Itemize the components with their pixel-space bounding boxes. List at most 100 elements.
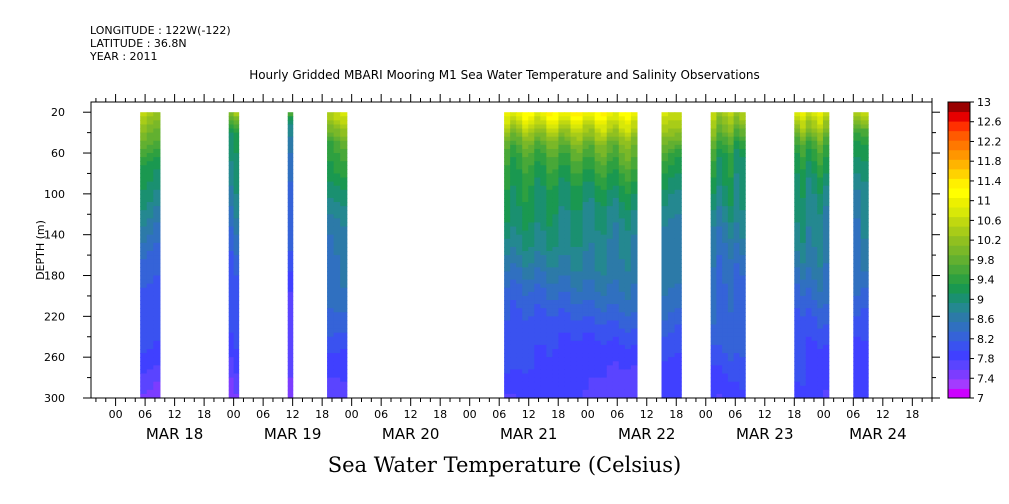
data-cell (228, 300, 235, 305)
data-cell (140, 124, 148, 130)
data-cell (727, 365, 735, 371)
data-cell (564, 251, 572, 256)
data-cell (516, 361, 523, 366)
data-cell (540, 255, 547, 260)
data-cell (674, 332, 682, 338)
data-cell (333, 275, 341, 281)
data-cell (504, 361, 511, 366)
data-cell (327, 238, 335, 244)
data-cell (140, 267, 148, 273)
data-cell (710, 353, 718, 358)
data-cell (606, 287, 614, 293)
data-cell (140, 189, 148, 195)
data-cell (822, 177, 830, 183)
data-cell (600, 271, 608, 277)
data-cell (327, 120, 335, 126)
data-cell (228, 353, 235, 358)
data-cell (600, 328, 608, 334)
data-cell (522, 161, 529, 166)
data-cell (510, 214, 517, 219)
data-cell (327, 255, 335, 260)
data-cell (600, 263, 608, 268)
data-cell (228, 324, 235, 330)
data-cell (822, 128, 830, 134)
data-cell (722, 153, 729, 158)
data-cell (733, 222, 740, 228)
data-cell (600, 116, 608, 121)
data-cell (716, 275, 723, 281)
data-cell (860, 267, 869, 273)
data-cell (722, 242, 729, 248)
data-cell (233, 222, 240, 228)
data-cell (794, 275, 801, 281)
data-cell (853, 336, 862, 342)
data-cell (727, 197, 735, 203)
data-cell (552, 169, 560, 175)
data-cell (733, 275, 740, 281)
data-cell (552, 193, 560, 199)
data-cell (600, 353, 608, 358)
data-cell (540, 177, 547, 183)
data-cell (576, 271, 584, 277)
data-cell (612, 185, 620, 191)
data-cell (630, 218, 638, 224)
data-cell (504, 234, 511, 240)
data-cell (817, 230, 824, 236)
data-cell (510, 259, 517, 264)
data-cell (800, 283, 807, 289)
data-cell (805, 112, 813, 117)
data-cell (327, 251, 335, 256)
data-cell (727, 324, 735, 330)
data-cell (594, 148, 602, 154)
data-cell (588, 181, 596, 187)
data-cell (516, 320, 523, 326)
data-cell (710, 283, 718, 289)
data-cell (674, 369, 682, 375)
data-cell (140, 259, 148, 264)
data-cell (233, 210, 240, 215)
data-cell (606, 349, 614, 354)
data-cell (716, 304, 723, 309)
data-cell (504, 128, 511, 134)
data-cell (612, 361, 620, 366)
data-cell (727, 361, 735, 366)
data-cell (588, 357, 596, 362)
data-cell (153, 324, 161, 330)
data-cell (624, 148, 632, 154)
data-cell (727, 304, 735, 309)
data-cell (528, 124, 535, 130)
data-cell (528, 312, 535, 317)
colorbar-swatch (948, 207, 970, 218)
data-cell (564, 357, 572, 362)
data-cell (612, 259, 620, 264)
data-cell (534, 312, 541, 317)
data-cell (722, 287, 729, 293)
data-cell (817, 226, 824, 232)
data-cell (674, 128, 682, 134)
data-cell (612, 197, 620, 203)
data-cell (528, 234, 535, 240)
data-cell (822, 357, 830, 362)
data-cell (733, 365, 740, 371)
data-cell (630, 173, 638, 179)
data-cell (570, 246, 578, 252)
data-cell (822, 210, 830, 215)
data-cell (800, 308, 807, 313)
data-cell (540, 328, 547, 334)
data-cell (228, 340, 235, 346)
data-cell (853, 349, 862, 354)
data-cell (600, 230, 608, 236)
data-cell (618, 165, 626, 170)
data-cell (805, 169, 813, 175)
data-cell (594, 328, 602, 334)
data-cell (668, 275, 676, 281)
data-cell (582, 255, 590, 260)
data-cell (570, 344, 578, 350)
data-cell (588, 144, 596, 150)
data-cell (140, 177, 148, 183)
data-cell (534, 153, 541, 158)
data-cell (661, 230, 669, 236)
data-cell (588, 369, 596, 375)
data-cell (516, 210, 523, 215)
data-cell (630, 222, 638, 228)
